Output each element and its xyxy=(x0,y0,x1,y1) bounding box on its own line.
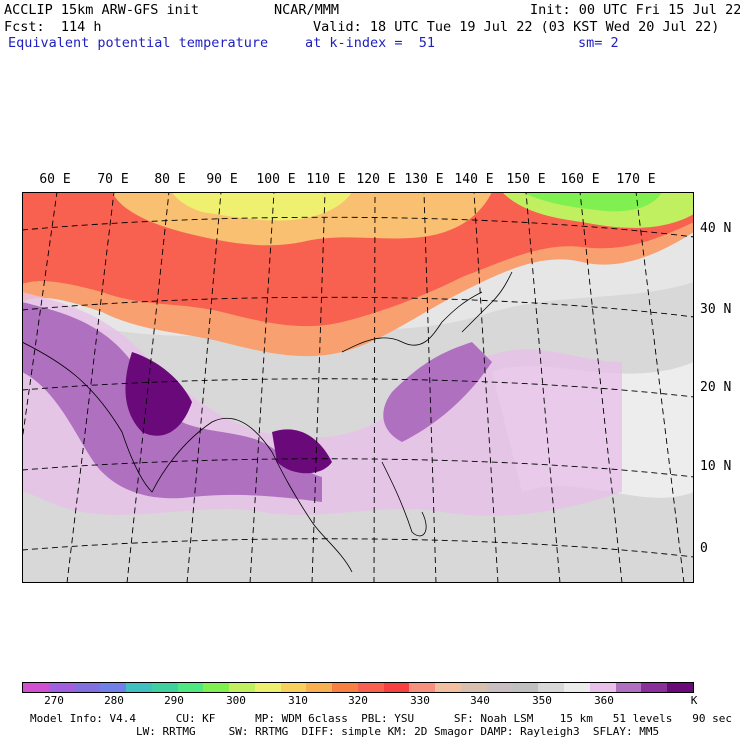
lon-label: 70 E xyxy=(97,172,129,187)
colorbar-tick: 290 xyxy=(164,694,184,707)
colorbar-segment xyxy=(538,683,565,692)
lon-label: 110 E xyxy=(306,172,346,187)
grey-patch-south xyxy=(262,492,492,583)
model-info-line1: Model Info: V4.4 CU: KF MP: WDM 6class P… xyxy=(30,712,732,725)
lon-label: 100 E xyxy=(256,172,296,187)
lon-label: 140 E xyxy=(454,172,494,187)
model-info-line2: LW: RRTMG SW: RRTMG DIFF: simple KM: 2D … xyxy=(30,725,660,738)
colorbar-segment xyxy=(306,683,333,692)
colorbar-tick: 350 xyxy=(532,694,552,707)
coastline-china xyxy=(341,291,483,353)
colorbar-segment xyxy=(177,683,204,692)
level-index: at k-index = 51 xyxy=(305,35,436,51)
lon-label: 80 E xyxy=(154,172,186,187)
lat-label: 30 N xyxy=(700,302,732,317)
valid-time: Valid: 18 UTC Tue 19 Jul 22 (03 KST Wed … xyxy=(313,19,720,35)
colorbar-tick: 310 xyxy=(288,694,308,707)
colorbar-segment xyxy=(332,683,358,692)
colorbar-segment xyxy=(254,683,281,692)
map-border xyxy=(22,192,694,583)
colorbar-tick: 330 xyxy=(410,694,430,707)
deep-purple-core-bay xyxy=(125,352,192,436)
lon-label: 120 E xyxy=(356,172,396,187)
colorbar-segment xyxy=(589,683,616,692)
colorbar-tick: 300 xyxy=(226,694,246,707)
colorbar-segment xyxy=(615,683,642,692)
center-label: NCAR/MMM xyxy=(274,2,340,18)
colorbar-segment xyxy=(280,683,307,692)
forecast-hour: Fcst: 114 h xyxy=(4,19,102,35)
colorbar-segment xyxy=(461,683,487,692)
colorbar-segment xyxy=(383,683,410,692)
yellow-region xyxy=(172,192,352,221)
colorbar-segment xyxy=(357,683,384,692)
lat-label: 10 N xyxy=(700,459,732,474)
coastline-japan xyxy=(461,271,513,333)
colorbar-segment xyxy=(409,683,436,692)
colorbar-segment xyxy=(126,683,152,692)
medium-purple-east xyxy=(383,342,492,442)
run-title: ACCLIP 15km ARW-GFS init xyxy=(4,2,200,18)
colorbar-segment xyxy=(564,683,590,692)
colorbar-segment xyxy=(203,683,230,692)
colorbar-segment xyxy=(435,683,462,692)
colorbar-segment xyxy=(23,683,49,692)
colorbar-tick: 340 xyxy=(470,694,490,707)
graticule xyxy=(22,192,694,583)
theta-e-map xyxy=(22,192,694,583)
medium-purple-region xyxy=(22,302,322,502)
colorbar-segment xyxy=(151,683,178,692)
init-time: Init: 00 UTC Fri 15 Jul 22 xyxy=(530,2,740,18)
colorbar-segment xyxy=(100,683,127,692)
lon-label: 90 E xyxy=(206,172,238,187)
colorbar-segment xyxy=(74,683,101,692)
lat-label: 20 N xyxy=(700,380,732,395)
lon-label: 170 E xyxy=(616,172,656,187)
colorbar-segment xyxy=(229,683,255,692)
coastline xyxy=(22,341,353,573)
colorbar-unit: K xyxy=(690,694,698,707)
colorbar-tick: 360 xyxy=(594,694,614,707)
colorbar-segment xyxy=(667,683,693,692)
green-region xyxy=(522,192,662,212)
lat-label: 40 N xyxy=(700,221,732,236)
deep-purple-core-scs xyxy=(272,429,332,474)
lon-label: 160 E xyxy=(560,172,600,187)
colorbar-segment xyxy=(641,683,668,692)
lon-label: 150 E xyxy=(506,172,546,187)
lon-label: 130 E xyxy=(404,172,444,187)
lon-label: 60 E xyxy=(39,172,71,187)
smoothing: sm= 2 xyxy=(578,35,619,51)
colorbar-tick: 320 xyxy=(348,694,368,707)
colorbar-segment xyxy=(48,683,75,692)
colorbar xyxy=(22,682,694,693)
colorbar-tick: 280 xyxy=(104,694,124,707)
coastline-philippines xyxy=(381,461,427,537)
colorbar-segment xyxy=(486,683,513,692)
lat-label: 0 xyxy=(700,541,708,556)
colorbar-segment xyxy=(512,683,539,692)
field-name: Equivalent potential temperature xyxy=(8,35,269,51)
colorbar-tick: 270 xyxy=(44,694,64,707)
